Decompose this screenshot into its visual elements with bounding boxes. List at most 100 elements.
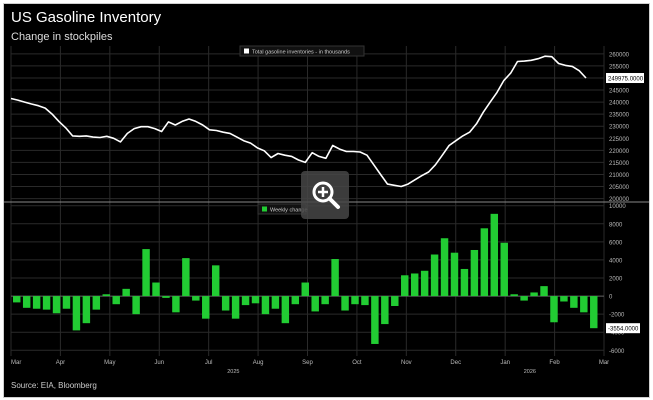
x-tick-label: Oct <box>352 360 362 366</box>
chart-frame: US Gasoline Inventory Change in stockpil… <box>3 3 650 398</box>
bar <box>192 296 200 301</box>
zoom-button[interactable] <box>301 171 349 219</box>
bar <box>351 296 359 305</box>
bar <box>82 296 91 324</box>
last-value-label-bottom: -3554.0000 <box>608 327 639 333</box>
bar <box>202 296 210 319</box>
zoom-in-icon <box>312 181 340 209</box>
x-year-label: 2026 <box>524 369 536 375</box>
x-tick-label: Aug <box>253 360 264 366</box>
y-tick-label-top: 230000 <box>609 125 630 131</box>
bar <box>112 296 120 305</box>
chart-title: US Gasoline Inventory <box>11 9 162 26</box>
y-tick-label-top: 210000 <box>609 173 630 179</box>
last-value-box-bottom <box>606 323 640 334</box>
y-tick-label-bottom: -6000 <box>609 349 625 355</box>
bar <box>401 275 409 297</box>
bar <box>251 296 260 304</box>
bar <box>162 296 170 298</box>
x-tick-label: Jun <box>154 360 164 366</box>
bar <box>530 292 538 297</box>
x-tick-label: Mar <box>11 360 21 366</box>
bar <box>211 265 220 297</box>
y-tick-label-bottom: 0 <box>609 295 613 301</box>
bar <box>281 296 290 324</box>
legend-label-top: Total gasoline inventories - in thousand… <box>252 50 350 56</box>
y-tick-label-top: 245000 <box>609 89 630 95</box>
bar <box>430 254 439 297</box>
bar <box>42 296 51 310</box>
bar <box>301 282 309 297</box>
y-tick-label-top: 235000 <box>609 113 630 119</box>
last-value-label-top: 249975.0000 <box>608 77 644 83</box>
legend-swatch-top <box>244 48 249 54</box>
bar <box>132 296 140 315</box>
bar <box>520 296 528 301</box>
y-tick-label-top: 240000 <box>609 101 630 107</box>
bar <box>311 296 319 312</box>
y-tick-label-bottom: 8000 <box>609 222 623 228</box>
bar <box>550 296 558 323</box>
bar <box>321 296 329 305</box>
x-tick-label: Feb <box>549 360 560 366</box>
bar <box>410 273 419 297</box>
y-tick-label-bottom: 2000 <box>609 277 623 283</box>
last-value-box-top <box>606 73 644 84</box>
legend-box-top <box>239 45 365 57</box>
bar <box>221 296 230 311</box>
chart-subtitle: Change in stockpiles <box>11 31 113 43</box>
bar <box>371 296 379 344</box>
legend-swatch-bottom <box>262 206 267 212</box>
x-tick-label: Sep <box>302 360 313 366</box>
y-tick-label-top: 215000 <box>609 161 630 167</box>
bar <box>261 296 270 315</box>
bar <box>92 296 101 310</box>
bar <box>172 296 180 313</box>
bar <box>560 296 568 302</box>
y-tick-label-bottom: 6000 <box>609 240 623 246</box>
legend-label-bottom: Weekly change <box>270 208 308 214</box>
legend-top: Total gasoline inventories - in thousand… <box>239 45 365 57</box>
bar <box>102 294 110 297</box>
y-tick-label-top: 200000 <box>609 197 630 203</box>
bar <box>480 228 489 297</box>
bar <box>152 282 160 297</box>
chart-canvas: 200000 205000 210000 215000 220000 225000 2300… <box>4 45 649 375</box>
bar <box>540 286 548 297</box>
bar <box>500 242 508 297</box>
y-tick-label-top: 260000 <box>609 52 630 58</box>
bar <box>122 288 130 297</box>
bar <box>450 252 459 297</box>
source-note: Source: EIA, Bloomberg <box>11 381 97 390</box>
bar <box>590 296 598 329</box>
bar <box>470 249 479 297</box>
bar <box>22 296 31 308</box>
bar <box>381 296 389 325</box>
y-tick-label-bottom: -2000 <box>609 313 625 319</box>
bar <box>182 258 190 297</box>
bar <box>580 296 588 313</box>
bar <box>331 259 339 297</box>
bar <box>460 268 469 297</box>
x-year-label: 2025 <box>227 369 239 375</box>
bar <box>361 296 369 306</box>
x-tick-label: Jul <box>205 360 213 366</box>
bar <box>72 296 81 331</box>
x-tick-label: May <box>104 360 115 366</box>
y-tick-label-bottom: -4000 <box>609 331 625 337</box>
x-tick-label: Nov <box>401 360 412 366</box>
bar <box>241 296 250 306</box>
y-tick-label-top: 225000 <box>609 137 630 143</box>
x-tick-label: Mar <box>599 360 609 366</box>
x-tick-label: Apr <box>56 360 65 366</box>
bar <box>271 296 280 309</box>
y-tick-label-top: 220000 <box>609 149 630 155</box>
bar <box>391 296 399 307</box>
bar <box>142 249 150 297</box>
bar <box>32 296 41 309</box>
bar <box>510 294 518 297</box>
bar <box>62 296 71 309</box>
x-tick-label: Dec <box>450 360 461 366</box>
bar <box>341 296 349 311</box>
y-tick-label-bottom: 4000 <box>609 258 623 264</box>
